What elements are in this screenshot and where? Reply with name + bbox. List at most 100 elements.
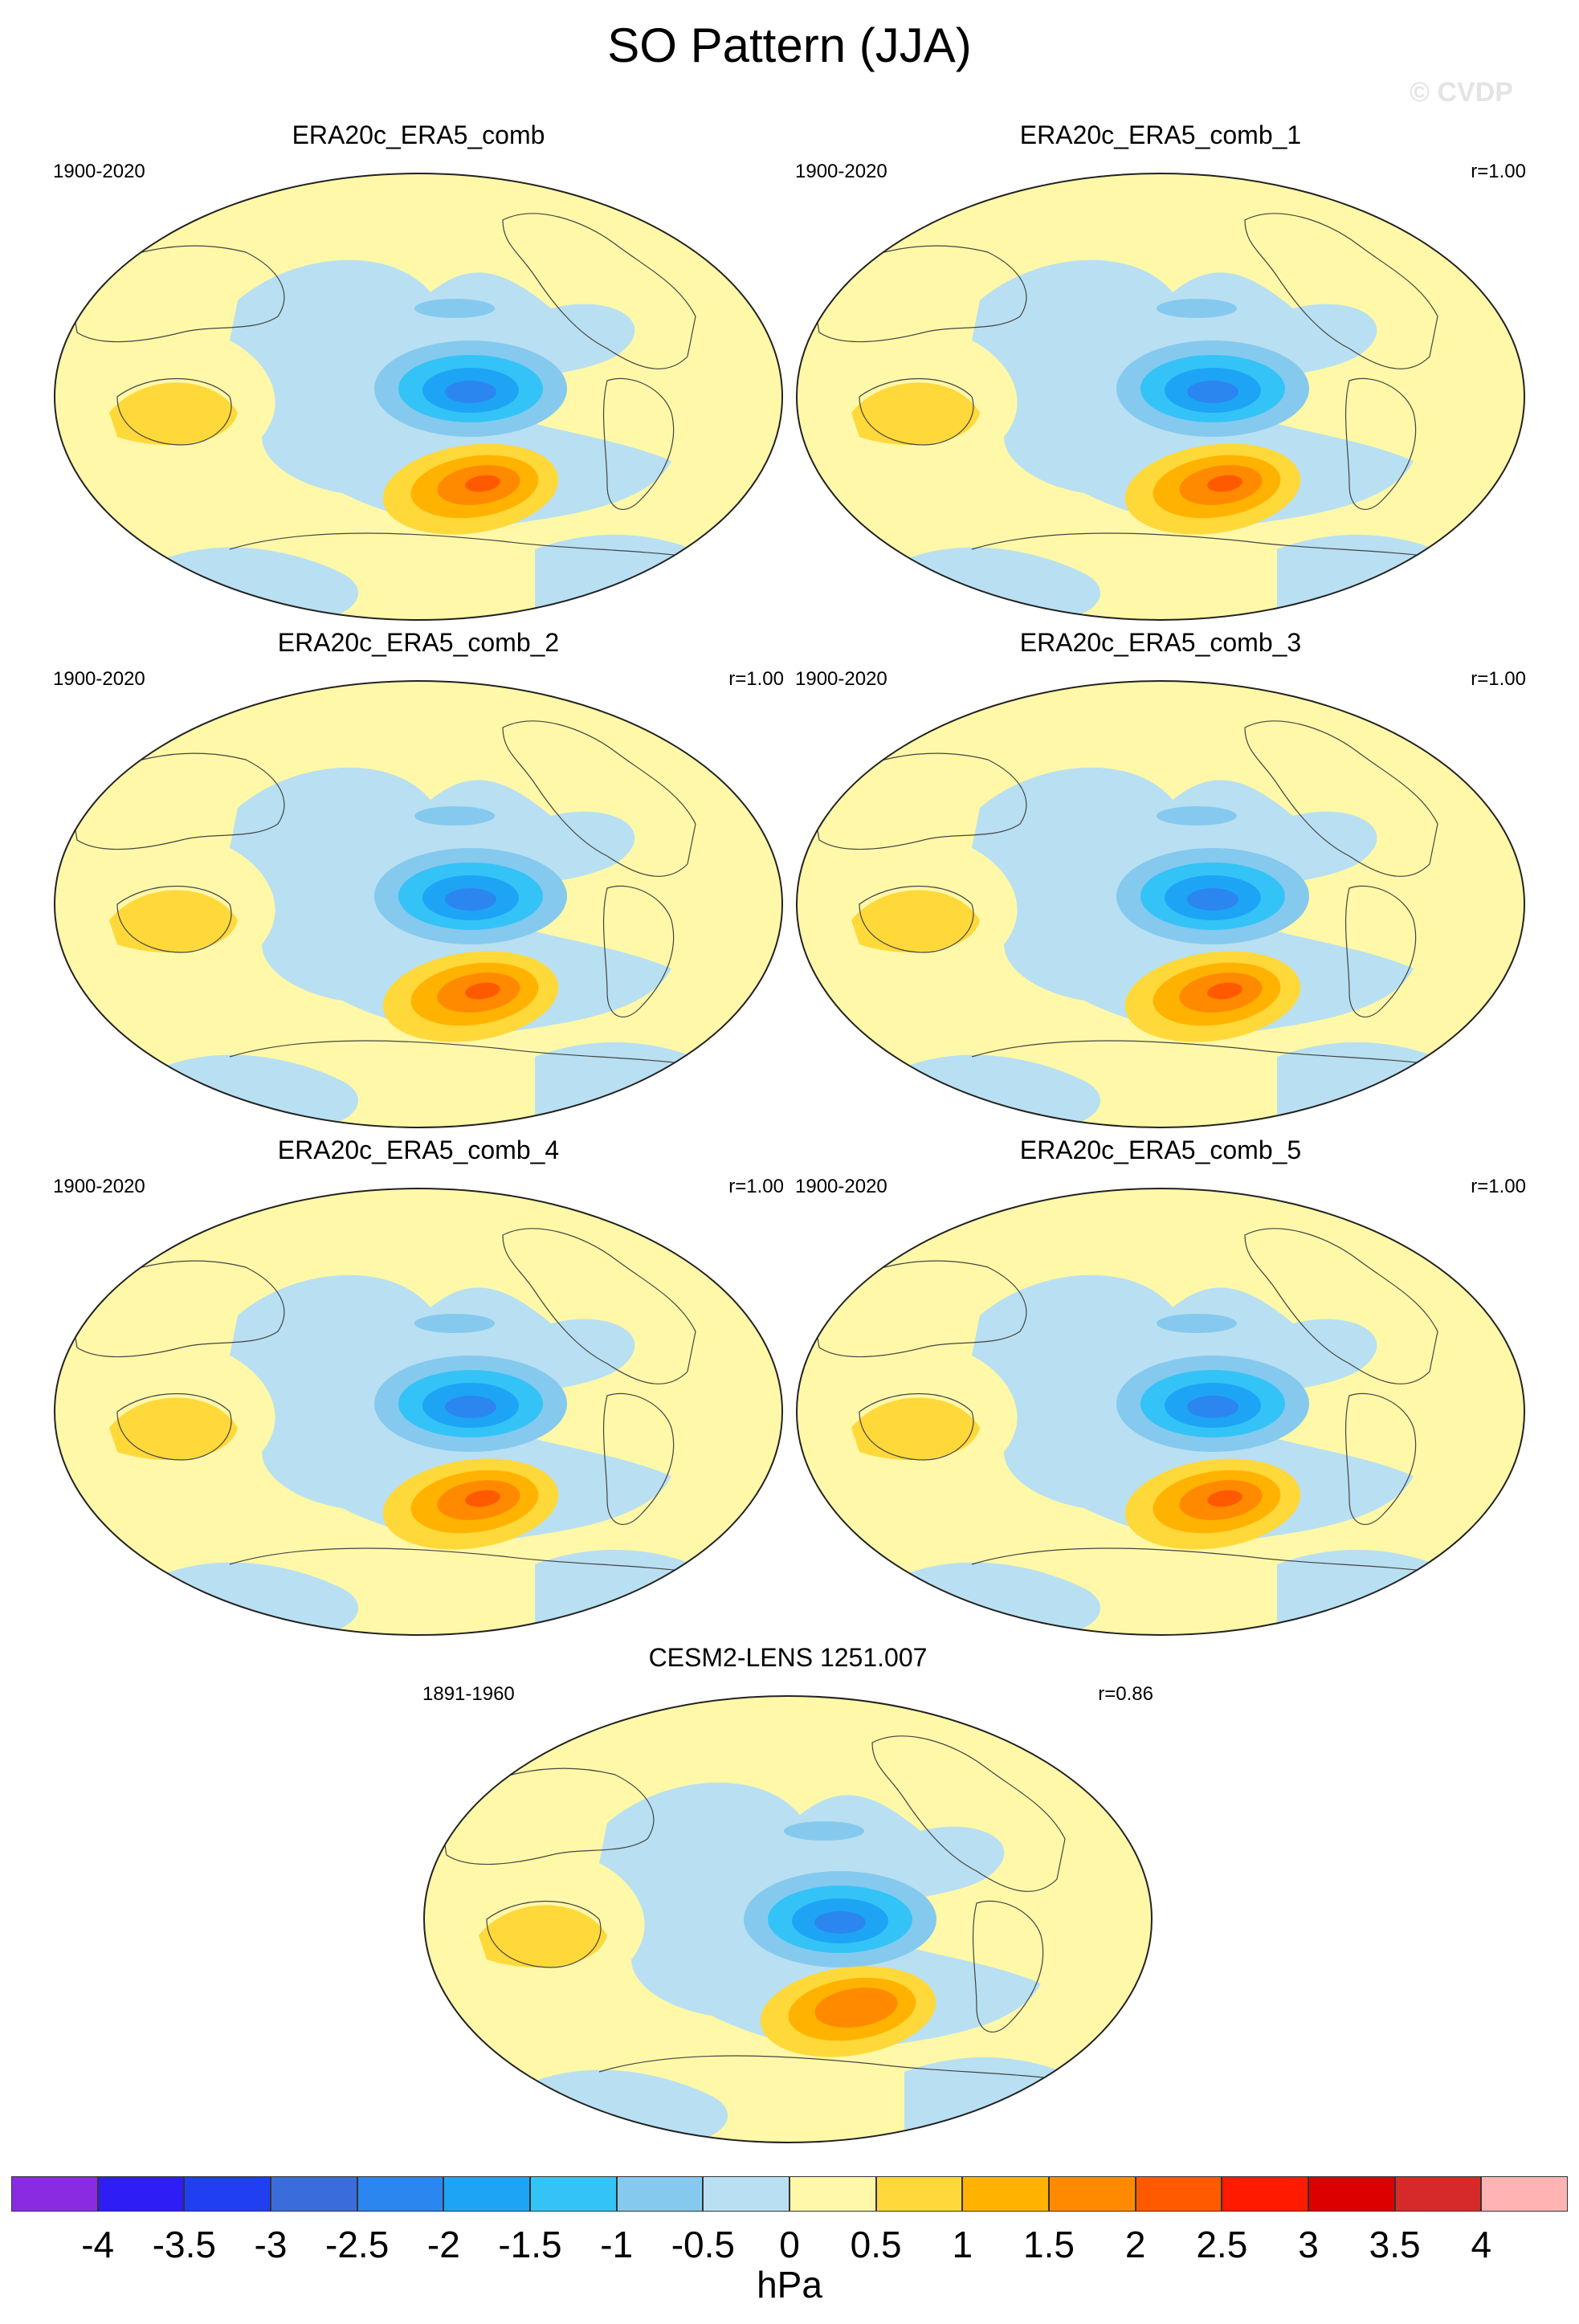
coastline-asia xyxy=(810,245,1027,343)
coastline-asia xyxy=(810,1260,1027,1358)
colorbar-box xyxy=(1394,2176,1482,2212)
coastline-south-america xyxy=(1344,1392,1417,1525)
field-layer xyxy=(55,1189,782,1635)
map-border xyxy=(796,1188,1525,1636)
panel-correlation: r=0.86 xyxy=(1098,1683,1153,1705)
positive-contour-4 xyxy=(465,475,500,492)
field-layer xyxy=(797,681,1524,1127)
robinson-map xyxy=(796,1188,1525,1636)
field-layer xyxy=(797,1189,1524,1635)
colorbar-box xyxy=(11,2176,98,2212)
coastline-australia xyxy=(116,1393,232,1461)
panel-title: ERA20c_ERA5_comb_5 xyxy=(1019,1135,1302,1164)
coastline-antarctica xyxy=(971,532,1438,558)
coastline-asia xyxy=(68,245,285,343)
negative-contour-4 xyxy=(445,381,496,403)
colorbar-box xyxy=(962,2176,1049,2212)
negative-contour-north xyxy=(1157,806,1237,826)
negative-contour-north xyxy=(414,299,495,318)
positive-contour-3 xyxy=(814,1988,898,2028)
positive-lobe-australia xyxy=(851,382,980,445)
field-layer xyxy=(797,173,1524,620)
colorbar-tick-label: 4 xyxy=(1471,2224,1492,2265)
positive-lobe-australia xyxy=(109,1397,238,1460)
negative-contour-4 xyxy=(445,1396,496,1418)
positive-contour-4 xyxy=(1207,475,1242,492)
negative-contour-north xyxy=(784,1821,864,1841)
coastline-antarctica xyxy=(229,532,696,558)
positive-contour-4 xyxy=(1207,1490,1242,1507)
colorbar-box xyxy=(790,2176,876,2212)
map-border xyxy=(423,1695,1153,2143)
map-border xyxy=(796,173,1525,621)
colorbar-tick-label: -1 xyxy=(600,2224,634,2265)
coastline-antarctica xyxy=(229,1040,696,1066)
positive-lobe-australia xyxy=(479,1905,607,1967)
map-panel: ERA20c_ERA5_comb 1900-2020 xyxy=(53,120,784,626)
coastline-asia xyxy=(68,752,285,850)
panel-period: 1900-2020 xyxy=(795,161,887,182)
panel-correlation: r=1.00 xyxy=(1471,668,1526,690)
colorbar-box xyxy=(357,2176,444,2212)
coastline-north-america xyxy=(1244,720,1438,877)
panel-correlation: r=1.00 xyxy=(1471,161,1526,182)
colorbar-tick-label: -0.5 xyxy=(671,2224,735,2265)
colorbar-box xyxy=(184,2176,271,2212)
colorbar-box xyxy=(1049,2176,1136,2212)
colorbar-box xyxy=(530,2176,617,2212)
panel-period: 1900-2020 xyxy=(795,668,887,690)
map-panel: ERA20c_ERA5_comb_4 1900-2020 r=1.00 xyxy=(53,1135,784,1641)
map-panel: ERA20c_ERA5_comb_3 1900-2020 r=1.00 xyxy=(795,628,1526,1134)
negative-contour-4 xyxy=(1187,888,1238,911)
panel-period: 1900-2020 xyxy=(53,161,145,182)
field-layer xyxy=(55,173,782,620)
colorbar-tick-label: -2 xyxy=(426,2224,460,2265)
coastline-antarctica xyxy=(229,1547,696,1573)
panel-title: ERA20c_ERA5_comb_3 xyxy=(1019,628,1302,657)
positive-lobe-australia xyxy=(109,890,238,952)
robinson-map xyxy=(423,1695,1153,2143)
colorbar-tick-label: -3 xyxy=(254,2224,288,2265)
coastline-asia xyxy=(68,1260,285,1358)
negative-contour-4 xyxy=(1187,381,1238,403)
positive-contour-4 xyxy=(465,982,500,1000)
colorbar-box xyxy=(97,2176,185,2212)
colorbar-tick-label: 1 xyxy=(952,2224,973,2265)
panel-period: 1900-2020 xyxy=(53,1176,145,1197)
panel-correlation: r=1.00 xyxy=(728,668,784,690)
map-panel: CESM2-LENS 1251.007 1891-1960 r=0.86 xyxy=(422,1643,1153,2149)
map-panel: ERA20c_ERA5_comb_1 1900-2020 r=1.00 xyxy=(795,120,1526,626)
coastline-antarctica xyxy=(971,1547,1438,1573)
coastline-australia xyxy=(859,886,974,953)
colorbar-tick-label: 2.5 xyxy=(1196,2224,1248,2265)
map-border xyxy=(54,1188,783,1636)
coastline-north-america xyxy=(502,720,696,877)
coastline-antarctica xyxy=(598,2055,1066,2081)
map-border xyxy=(54,680,783,1128)
coastline-australia xyxy=(116,886,232,953)
panel-period: 1900-2020 xyxy=(53,668,145,690)
panel-title: ERA20c_ERA5_comb_1 xyxy=(1019,120,1302,149)
colorbar-tick-label: 0.5 xyxy=(850,2224,902,2265)
negative-contour-north xyxy=(1157,299,1237,318)
colorbar-box xyxy=(443,2176,530,2212)
colorbar-tick-label: -3.5 xyxy=(152,2224,216,2265)
coastline-australia xyxy=(859,1393,974,1461)
coastline-asia xyxy=(810,752,1027,850)
map-panel: ERA20c_ERA5_comb_5 1900-2020 r=1.00 xyxy=(795,1135,1526,1641)
colorbar-box xyxy=(1308,2176,1395,2212)
coastline-south-america xyxy=(972,1900,1044,2032)
colorbar-tick-label: 1.5 xyxy=(1023,2224,1075,2265)
coastline-north-america xyxy=(502,1228,696,1384)
colorbar-tick-label: 0 xyxy=(779,2224,800,2265)
coastline-south-america xyxy=(602,885,675,1017)
colorbar-box xyxy=(703,2176,790,2212)
coastline-north-america xyxy=(1244,1228,1438,1384)
coastline-north-america xyxy=(1244,213,1438,369)
panel-period: 1891-1960 xyxy=(422,1683,515,1705)
colorbar-box xyxy=(1222,2176,1308,2212)
colorbar-tick-label: -4 xyxy=(81,2224,115,2265)
negative-contour-4 xyxy=(814,1911,866,1934)
colorbar-units: hPa xyxy=(757,2264,822,2306)
robinson-map xyxy=(796,173,1525,621)
